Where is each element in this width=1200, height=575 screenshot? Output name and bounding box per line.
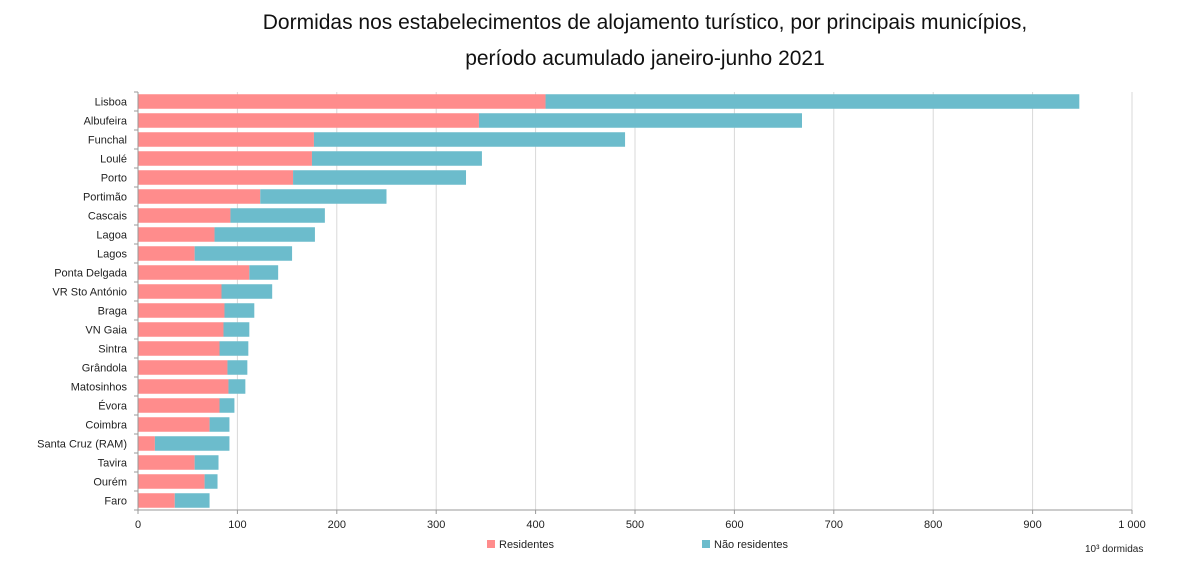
axes <box>134 91 1133 514</box>
bar-nao-residentes-14 <box>227 360 248 375</box>
bar-nao-residentes-9 <box>249 265 279 280</box>
chart-title-line-1: Dormidas nos estabelecimentos de alojame… <box>262 11 1028 34</box>
bar-residentes-1 <box>138 113 479 128</box>
bar-nao-residentes-10 <box>221 284 273 299</box>
x-tick-label: 900 <box>1023 519 1041 531</box>
bar-residentes-14 <box>138 360 228 375</box>
category-label: Porto <box>101 173 127 185</box>
tick-labels: 0 100 200 300 400 500 600 700 800 900 1 000 <box>135 519 1146 531</box>
x-tick-label: 500 <box>626 519 644 531</box>
category-label: Faro <box>104 496 127 508</box>
category-label: Lagoa <box>96 230 127 242</box>
legend-swatch-nao-residentes <box>702 540 710 548</box>
legend-swatch-residentes <box>487 540 495 548</box>
category-labels: Lisboa Albufeira Funchal Loulé Porto Portimão… <box>37 97 128 508</box>
unit-label: 10³ dormidas <box>1085 544 1143 555</box>
category-label: Albufeira <box>84 116 128 128</box>
bar-residentes-21 <box>138 493 175 508</box>
bar-nao-residentes-2 <box>313 132 626 147</box>
bar-nao-residentes-19 <box>194 455 219 470</box>
bar-residentes-7 <box>138 227 215 242</box>
bar-nao-residentes-7 <box>214 227 315 242</box>
bar-residentes-15 <box>138 379 229 394</box>
bar-residentes-11 <box>138 303 225 318</box>
bar-nao-residentes-4 <box>293 170 467 185</box>
bar-residentes-19 <box>138 455 195 470</box>
legend: Residentes Não residentes <box>487 539 788 551</box>
bar-residentes-8 <box>138 246 195 261</box>
bar-nao-residentes-0 <box>545 94 1080 109</box>
category-label: Tavira <box>98 458 128 470</box>
category-label: Sintra <box>98 344 128 356</box>
x-tick-label: 800 <box>924 519 942 531</box>
category-label: VN Gaia <box>85 325 127 337</box>
category-label: Ourém <box>93 477 127 489</box>
bar-residentes-16 <box>138 398 220 413</box>
x-tick-label: 0 <box>135 519 141 531</box>
bar-residentes-18 <box>138 436 155 451</box>
legend-label-nao-residentes: Não residentes <box>714 539 788 551</box>
bar-nao-residentes-15 <box>228 379 246 394</box>
category-label: Santa Cruz (RAM) <box>37 439 127 451</box>
x-tick-label: 300 <box>427 519 445 531</box>
bar-nao-residentes-3 <box>311 151 482 166</box>
bar-nao-residentes-5 <box>260 189 387 204</box>
bar-nao-residentes-6 <box>230 208 325 223</box>
category-label: Ponta Delgada <box>54 268 128 280</box>
bar-nao-residentes-17 <box>209 417 230 432</box>
bar-nao-residentes-12 <box>223 322 250 337</box>
bar-residentes-10 <box>138 284 222 299</box>
bar-residentes-17 <box>138 417 210 432</box>
x-tick-label: 200 <box>328 519 346 531</box>
bar-nao-residentes-8 <box>194 246 293 261</box>
bar-nao-residentes-11 <box>224 303 255 318</box>
x-tick-label: 1 000 <box>1118 519 1146 531</box>
bar-residentes-0 <box>138 94 546 109</box>
bar-residentes-2 <box>138 132 314 147</box>
category-label: VR Sto António <box>52 287 127 299</box>
category-label: Évora <box>98 400 128 413</box>
x-tick-label: 400 <box>526 519 544 531</box>
bar-residentes-20 <box>138 474 205 489</box>
category-label: Grândola <box>82 363 128 375</box>
x-tick-label: 700 <box>825 519 843 531</box>
bar-residentes-4 <box>138 170 294 185</box>
category-label: Cascais <box>88 211 128 223</box>
category-label: Braga <box>98 306 128 318</box>
x-tick-label: 600 <box>725 519 743 531</box>
bar-residentes-5 <box>138 189 261 204</box>
category-label: Loulé <box>100 154 127 166</box>
bar-nao-residentes-18 <box>154 436 230 451</box>
category-label: Matosinhos <box>71 382 128 394</box>
bar-nao-residentes-16 <box>219 398 235 413</box>
category-label: Coimbra <box>85 420 127 432</box>
bar-nao-residentes-20 <box>204 474 218 489</box>
bar-nao-residentes-13 <box>219 341 249 356</box>
bars <box>138 94 1080 508</box>
bar-residentes-9 <box>138 265 250 280</box>
category-label: Portimão <box>83 192 127 204</box>
bar-residentes-13 <box>138 341 220 356</box>
bar-residentes-12 <box>138 322 224 337</box>
category-label: Funchal <box>88 135 127 147</box>
bar-residentes-6 <box>138 208 231 223</box>
bar-nao-residentes-1 <box>478 113 802 128</box>
category-label: Lisboa <box>95 97 128 109</box>
legend-label-residentes: Residentes <box>499 539 555 551</box>
bar-nao-residentes-21 <box>174 493 210 508</box>
x-tick-label: 100 <box>228 519 246 531</box>
category-label: Lagos <box>97 249 127 261</box>
chart-title-line-2: período acumulado janeiro-junho 2021 <box>465 47 825 70</box>
bar-residentes-3 <box>138 151 312 166</box>
